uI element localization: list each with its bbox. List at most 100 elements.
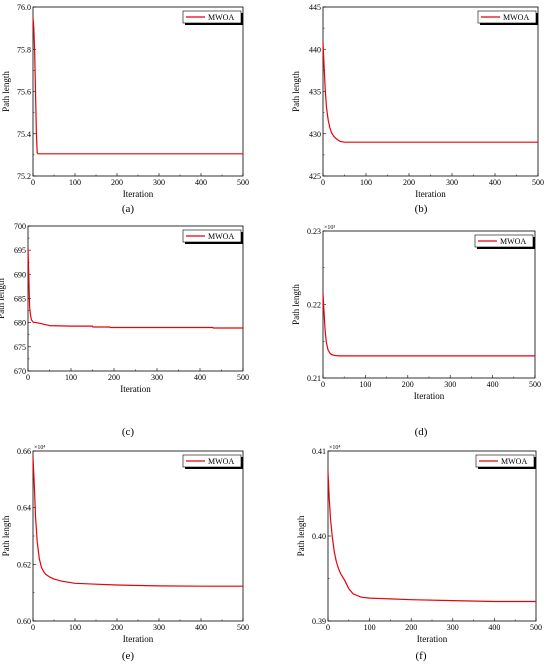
x-tick-label: 100 bbox=[69, 623, 81, 632]
axis-multiplier: ×10³ bbox=[324, 225, 335, 231]
y-axis-label: Path length bbox=[1, 515, 11, 556]
chart-panel-a: 0 100 200 300 400 500 75.2 75.4 75.6 75.8 76.0 Iter… bbox=[1, 3, 249, 215]
y-tick-label: 0.40 bbox=[312, 532, 326, 541]
x-tick-label: 500 bbox=[237, 178, 249, 187]
x-axis-label: Iteration bbox=[414, 391, 445, 401]
y-tick-label: 425 bbox=[309, 172, 321, 181]
panel-caption: (a) bbox=[122, 203, 135, 215]
y-tick-label: 695 bbox=[14, 246, 26, 255]
y-tick-label: 75.2 bbox=[17, 172, 31, 181]
x-tick-label: 500 bbox=[532, 178, 544, 187]
y-tick-label: 75.8 bbox=[17, 45, 31, 54]
x-tick-label: 100 bbox=[65, 373, 77, 382]
y-tick-label: 0.41 bbox=[312, 447, 326, 456]
legend-box bbox=[477, 10, 537, 24]
series-line bbox=[32, 17, 243, 155]
x-tick-label: 0 bbox=[31, 623, 35, 632]
x-tick-label: 300 bbox=[444, 380, 456, 389]
y-tick-label: 75.4 bbox=[17, 130, 31, 139]
panel-caption: (d) bbox=[415, 426, 428, 438]
x-tick-label: 400 bbox=[488, 623, 500, 632]
x-tick-label: 400 bbox=[195, 178, 207, 187]
y-axis-label: Path length bbox=[0, 278, 6, 319]
legend-box bbox=[182, 454, 242, 468]
y-tick-label: 445 bbox=[309, 3, 321, 12]
y-tick-label: 0.66 bbox=[17, 447, 31, 456]
chart-panel-e: 0 100 200 300 400 500 0.60 0.62 0.64 0.66 ×10⁴ Iter… bbox=[1, 445, 249, 662]
axis-multiplier: ×10⁴ bbox=[329, 445, 340, 451]
legend-box bbox=[475, 454, 535, 468]
y-tick-label: 670 bbox=[14, 367, 26, 376]
series-line bbox=[322, 42, 538, 143]
x-tick-label: 500 bbox=[237, 623, 249, 632]
y-tick-label: 675 bbox=[14, 343, 26, 352]
x-tick-label: 0 bbox=[321, 380, 325, 389]
plot-frame bbox=[327, 450, 537, 622]
y-tick-label: 435 bbox=[309, 88, 321, 97]
series-line bbox=[322, 293, 535, 357]
x-tick-label: 100 bbox=[359, 380, 371, 389]
legend-label: MWOA bbox=[208, 232, 234, 241]
legend-label: MWOA bbox=[501, 457, 527, 466]
x-tick-label: 400 bbox=[487, 380, 499, 389]
y-tick-label: 0.23 bbox=[307, 227, 321, 236]
x-axis-label: Iteration bbox=[123, 189, 154, 199]
series-line bbox=[32, 456, 243, 587]
x-tick-label: 200 bbox=[402, 380, 414, 389]
x-tick-label: 200 bbox=[111, 178, 123, 187]
y-tick-label: 0.22 bbox=[307, 301, 321, 310]
series-line bbox=[27, 247, 243, 329]
x-tick-label: 400 bbox=[194, 373, 206, 382]
plot-frame bbox=[322, 6, 539, 177]
chart-panel-c: 0 100 200 300 400 500 670 675 680 685 690 695 700 Ite… bbox=[0, 222, 249, 438]
y-tick-label: 0.62 bbox=[17, 560, 31, 569]
x-tick-label: 200 bbox=[405, 623, 417, 632]
y-tick-label: 76.0 bbox=[17, 3, 31, 12]
x-tick-label: 300 bbox=[447, 623, 459, 632]
x-tick-label: 100 bbox=[360, 178, 372, 187]
y-tick-label: 685 bbox=[14, 295, 26, 304]
x-tick-label: 500 bbox=[237, 373, 249, 382]
y-tick-label: 680 bbox=[14, 319, 26, 328]
x-tick-label: 500 bbox=[529, 380, 541, 389]
legend-label: MWOA bbox=[500, 237, 526, 246]
legend-label: MWOA bbox=[208, 13, 234, 22]
y-axis-label: Path length bbox=[296, 515, 306, 556]
panel-caption: (b) bbox=[415, 203, 428, 215]
y-tick-label: 430 bbox=[309, 130, 321, 139]
x-tick-label: 0 bbox=[31, 178, 35, 187]
chart-panel-b: 0 100 200 300 400 500 425 430 435 440 445 Iteration… bbox=[291, 3, 544, 215]
x-axis-label: Iteration bbox=[417, 634, 448, 644]
plot-frame bbox=[32, 450, 244, 622]
plot-frame bbox=[32, 6, 244, 177]
x-tick-label: 500 bbox=[530, 623, 542, 632]
axis-multiplier: ×10⁴ bbox=[34, 445, 45, 451]
x-tick-label: 200 bbox=[111, 623, 123, 632]
x-tick-label: 0 bbox=[321, 178, 325, 187]
y-axis-label: Path length bbox=[291, 284, 301, 325]
panel-caption: (f) bbox=[416, 650, 427, 662]
x-tick-label: 0 bbox=[26, 373, 30, 382]
x-tick-label: 100 bbox=[364, 623, 376, 632]
legend-label: MWOA bbox=[503, 13, 529, 22]
plot-frame bbox=[27, 225, 244, 372]
x-tick-label: 300 bbox=[446, 178, 458, 187]
x-tick-label: 100 bbox=[69, 178, 81, 187]
x-tick-label: 0 bbox=[326, 623, 330, 632]
panel-caption: (c) bbox=[122, 426, 135, 438]
series-line bbox=[327, 472, 536, 603]
x-tick-label: 300 bbox=[153, 623, 165, 632]
x-tick-label: 200 bbox=[403, 178, 415, 187]
legend-box bbox=[474, 234, 534, 248]
x-tick-label: 300 bbox=[151, 373, 163, 382]
y-tick-label: 75.6 bbox=[17, 88, 31, 97]
y-tick-label: 0.21 bbox=[307, 374, 321, 383]
x-axis-label: Iteration bbox=[123, 634, 154, 644]
x-tick-label: 300 bbox=[153, 178, 165, 187]
y-axis-label: Path length bbox=[1, 71, 11, 112]
y-axis-label: Path length bbox=[291, 71, 301, 112]
y-tick-label: 440 bbox=[309, 45, 321, 54]
y-tick-label: 690 bbox=[14, 270, 26, 279]
y-tick-label: 700 bbox=[14, 222, 26, 231]
